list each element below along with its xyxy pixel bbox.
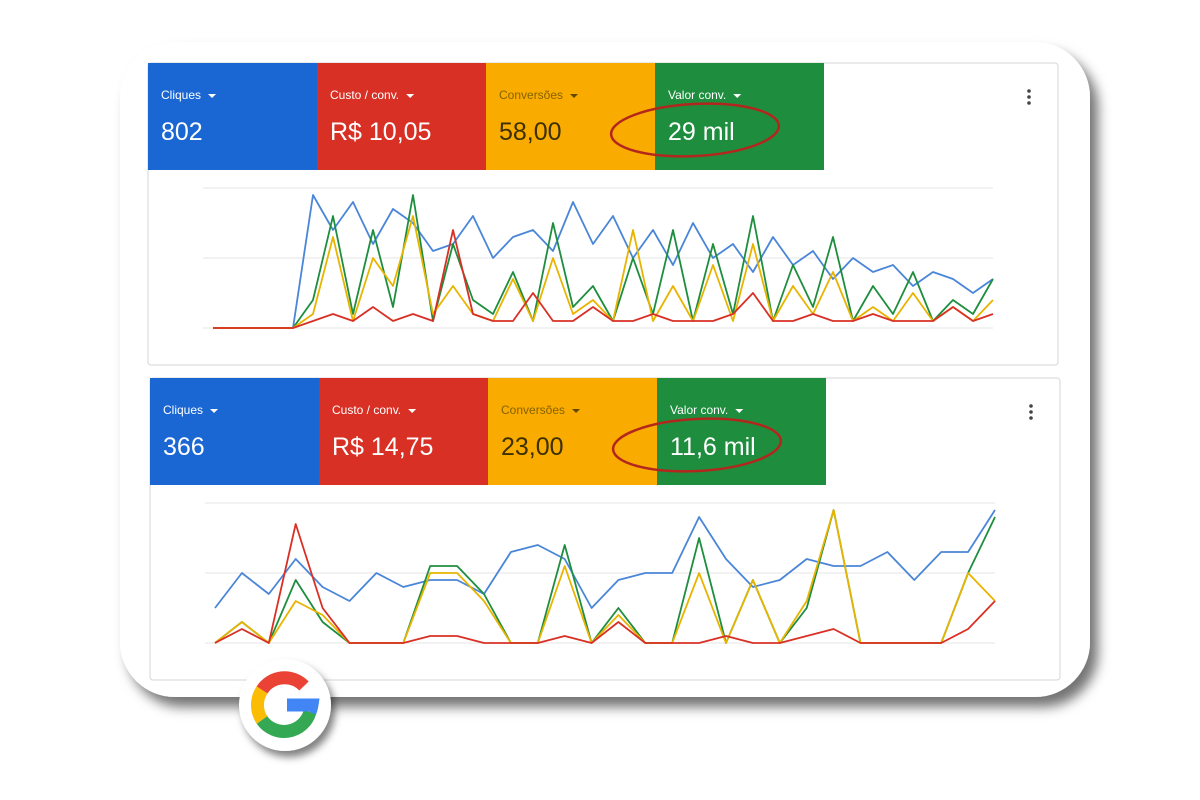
- series-line: [213, 194, 994, 329]
- google-logo: [239, 659, 331, 751]
- highlight-ellipse: [611, 417, 783, 473]
- metric-tile-background: [317, 63, 486, 170]
- metric-label: Cliques: [163, 403, 203, 417]
- metric-tile[interactable]: Conversões 58,00: [486, 63, 655, 170]
- metric-tile-background: [319, 378, 488, 485]
- dropdown-arrow: [572, 409, 581, 413]
- dropdown-arrow: [570, 94, 579, 98]
- metric-label: Custo / conv.: [332, 403, 401, 417]
- metric-tile-background: [657, 378, 826, 485]
- more-menu-dot: [1029, 410, 1033, 414]
- more-menu-dot: [1027, 95, 1031, 99]
- panel: Cliques 366 Custo / conv. R$ 14,75 Conversõe…: [149, 377, 1061, 681]
- dropdown-arrow: [408, 409, 417, 413]
- metric-value: R$ 14,75: [332, 433, 433, 461]
- dropdown-arrow: [735, 409, 744, 413]
- metric-label: Valor conv.: [670, 403, 728, 417]
- metric-label: Cliques: [161, 88, 201, 102]
- panel: Cliques 802 Custo / conv. R$ 10,05 Conversõe…: [147, 62, 1059, 366]
- metric-tile[interactable]: Cliques 802: [148, 63, 317, 170]
- dropdown-arrow: [210, 409, 219, 413]
- metric-tile-background: [148, 63, 317, 170]
- metric-tile[interactable]: Custo / conv. R$ 10,05: [317, 63, 486, 170]
- metric-value: 11,6 mil: [670, 433, 756, 461]
- metric-value: R$ 10,05: [330, 118, 431, 146]
- metric-tile-background: [655, 63, 824, 170]
- metric-tile[interactable]: Conversões 23,00: [488, 378, 657, 485]
- more-menu-dot: [1027, 101, 1031, 105]
- series-line: [214, 509, 996, 609]
- metric-label: Custo / conv.: [330, 88, 399, 102]
- metric-tile[interactable]: Valor conv. 11,6 mil: [657, 378, 826, 485]
- metric-tile-background: [150, 378, 319, 485]
- metric-tile[interactable]: Custo / conv. R$ 14,75: [319, 378, 488, 485]
- more-menu-dot: [1029, 404, 1033, 408]
- dropdown-arrow: [733, 94, 742, 98]
- metric-tile-background: [488, 378, 657, 485]
- series-line: [213, 194, 994, 329]
- more-menu-dot: [1029, 416, 1033, 420]
- metric-label: Valor conv.: [668, 88, 726, 102]
- metric-label: Conversões: [499, 88, 563, 102]
- metric-tile[interactable]: Cliques 366: [150, 378, 319, 485]
- highlight-ellipse: [609, 102, 781, 158]
- metric-value: 802: [161, 118, 203, 146]
- metric-label: Conversões: [501, 403, 565, 417]
- more-menu-dot: [1027, 89, 1031, 93]
- metric-tile-background: [486, 63, 655, 170]
- series-line: [213, 215, 994, 329]
- series-line: [214, 523, 996, 644]
- series-line: [213, 229, 994, 329]
- metric-value: 29 mil: [668, 118, 735, 146]
- metric-value: 58,00: [499, 118, 562, 146]
- metric-value: 23,00: [501, 433, 564, 461]
- dropdown-arrow: [406, 94, 415, 98]
- dropdown-arrow: [208, 94, 217, 98]
- metric-value: 366: [163, 433, 205, 461]
- metric-tile[interactable]: Valor conv. 29 mil: [655, 63, 824, 170]
- panels: Cliques 802 Custo / conv. R$ 10,05 Conversõe…: [147, 62, 1061, 681]
